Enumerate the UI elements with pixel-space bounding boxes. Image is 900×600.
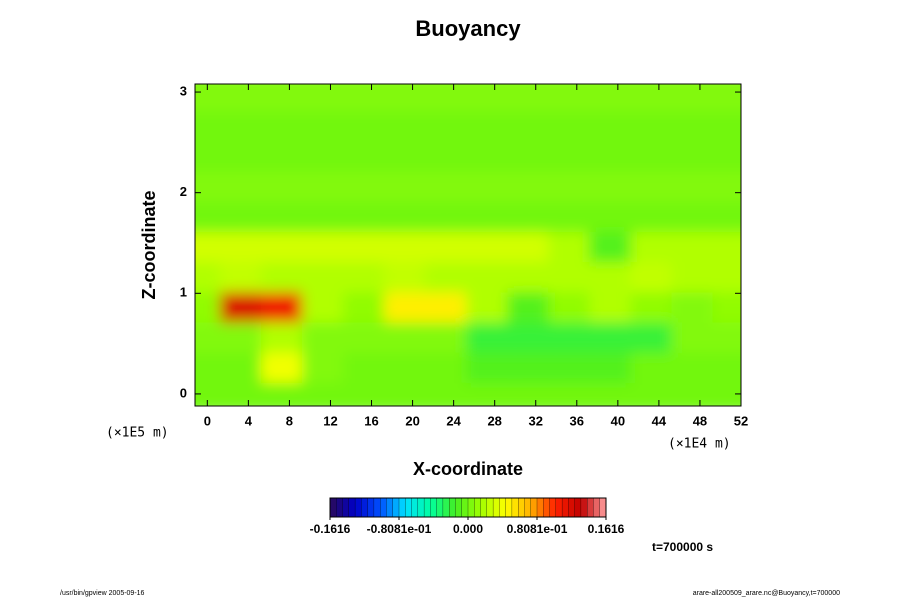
- x-axis-label: X-coordinate: [413, 459, 523, 479]
- field-cell: [712, 84, 741, 112]
- plot-frame: [194, 83, 742, 407]
- x-tick-label: 8: [286, 413, 293, 428]
- colorbar-swatch: [405, 497, 412, 518]
- colorbar-swatch: [417, 497, 425, 518]
- colorbar-swatch: [524, 497, 532, 518]
- colorbar-swatch: [561, 497, 569, 518]
- colorbar-tick-label: 0.000: [453, 522, 483, 536]
- colorbar-swatch: [436, 497, 444, 518]
- colorbar-swatch: [442, 497, 450, 518]
- colorbar-swatch: [342, 497, 350, 518]
- colorbar-swatch: [474, 497, 481, 518]
- colorbar-swatch: [492, 497, 500, 518]
- colorbar-swatch: [599, 497, 607, 518]
- colorbar-swatch: [480, 497, 488, 518]
- colorbar-swatch: [461, 497, 469, 518]
- colorbar-swatch: [518, 497, 525, 518]
- colorbar-swatch: [392, 497, 400, 518]
- y-tick-label: 1: [180, 285, 187, 300]
- x-tick-label: 32: [529, 413, 543, 428]
- footer-left: /usr/bin/gpview 2005-09-16: [60, 590, 145, 597]
- x-tick-label: 4: [245, 413, 253, 428]
- colorbar-tick-label: -0.1616: [310, 522, 351, 536]
- colorbar-swatch: [367, 497, 375, 518]
- colorbar-swatch: [511, 497, 519, 518]
- colorbar-swatch: [549, 497, 557, 518]
- colorbar-swatch: [455, 497, 463, 518]
- colorbar-swatch: [430, 497, 438, 518]
- y-tick-label: 0: [180, 385, 187, 400]
- colorbar-swatch: [574, 497, 582, 518]
- colorbar-swatch: [499, 497, 507, 518]
- colorbar-swatch: [348, 497, 356, 518]
- colorbar-tick-label: -0.8081e-01: [367, 522, 432, 536]
- colorbar-tick-label: 0.1616: [588, 522, 625, 536]
- colorbar-swatch: [568, 497, 576, 518]
- x-tick-label: 36: [570, 413, 584, 428]
- x-tick-label: 24: [446, 413, 461, 428]
- colorbar-swatch: [423, 497, 431, 518]
- x-tick-label: 0: [204, 413, 211, 428]
- colorbar-swatch: [593, 497, 601, 518]
- time-label: t=700000 s: [652, 540, 713, 554]
- colorbar-swatch: [587, 497, 594, 518]
- x-tick-label: 48: [693, 413, 707, 428]
- colorbar-swatch: [505, 497, 513, 518]
- colorbar-swatch: [361, 497, 369, 518]
- x-tick-label: 52: [734, 413, 748, 428]
- colorbar-swatch: [543, 497, 550, 518]
- colorbar-swatch: [373, 497, 381, 518]
- y-tick-label: 3: [180, 83, 187, 98]
- x-unit: (×1E4 m): [668, 437, 731, 452]
- colorbar-swatch: [580, 497, 588, 518]
- colorbar-swatch: [411, 497, 419, 518]
- colorbar-swatch: [380, 497, 387, 518]
- footer-right: arare-all200509_arare.nc@Buoyancy,t=7000…: [693, 590, 840, 597]
- colorbar-swatch: [386, 497, 394, 518]
- x-tick-label: 44: [652, 413, 667, 428]
- colorbar-swatch: [354, 497, 362, 518]
- colorbar: -0.1616 -0.8081e-01 0.000 0.8081e-01 0.1616: [310, 497, 625, 536]
- colorbar-swatch: [449, 497, 456, 518]
- x-tick-label: 20: [405, 413, 419, 428]
- colorbar-swatch: [336, 497, 343, 518]
- colorbar-swatch: [329, 497, 337, 518]
- colorbar-swatch: [398, 497, 406, 518]
- y-tick-label: 2: [180, 184, 187, 199]
- x-tick-label: 40: [611, 413, 625, 428]
- colorbar-swatch: [530, 497, 538, 518]
- colorbar-tick-label: 0.8081e-01: [507, 522, 568, 536]
- colorbar-swatch: [486, 497, 494, 518]
- field: [195, 84, 741, 406]
- x-tick-label: 12: [323, 413, 337, 428]
- y-unit: (×1E5 m): [106, 426, 169, 441]
- colorbar-swatch: [555, 497, 563, 518]
- y-axis-label: Z-coordinate: [139, 190, 159, 299]
- chart-title: Buoyancy: [415, 16, 521, 41]
- x-tick-label: 28: [487, 413, 501, 428]
- colorbar-swatch: [467, 497, 475, 518]
- x-tick-label: 16: [364, 413, 378, 428]
- colorbar-swatch: [536, 497, 544, 518]
